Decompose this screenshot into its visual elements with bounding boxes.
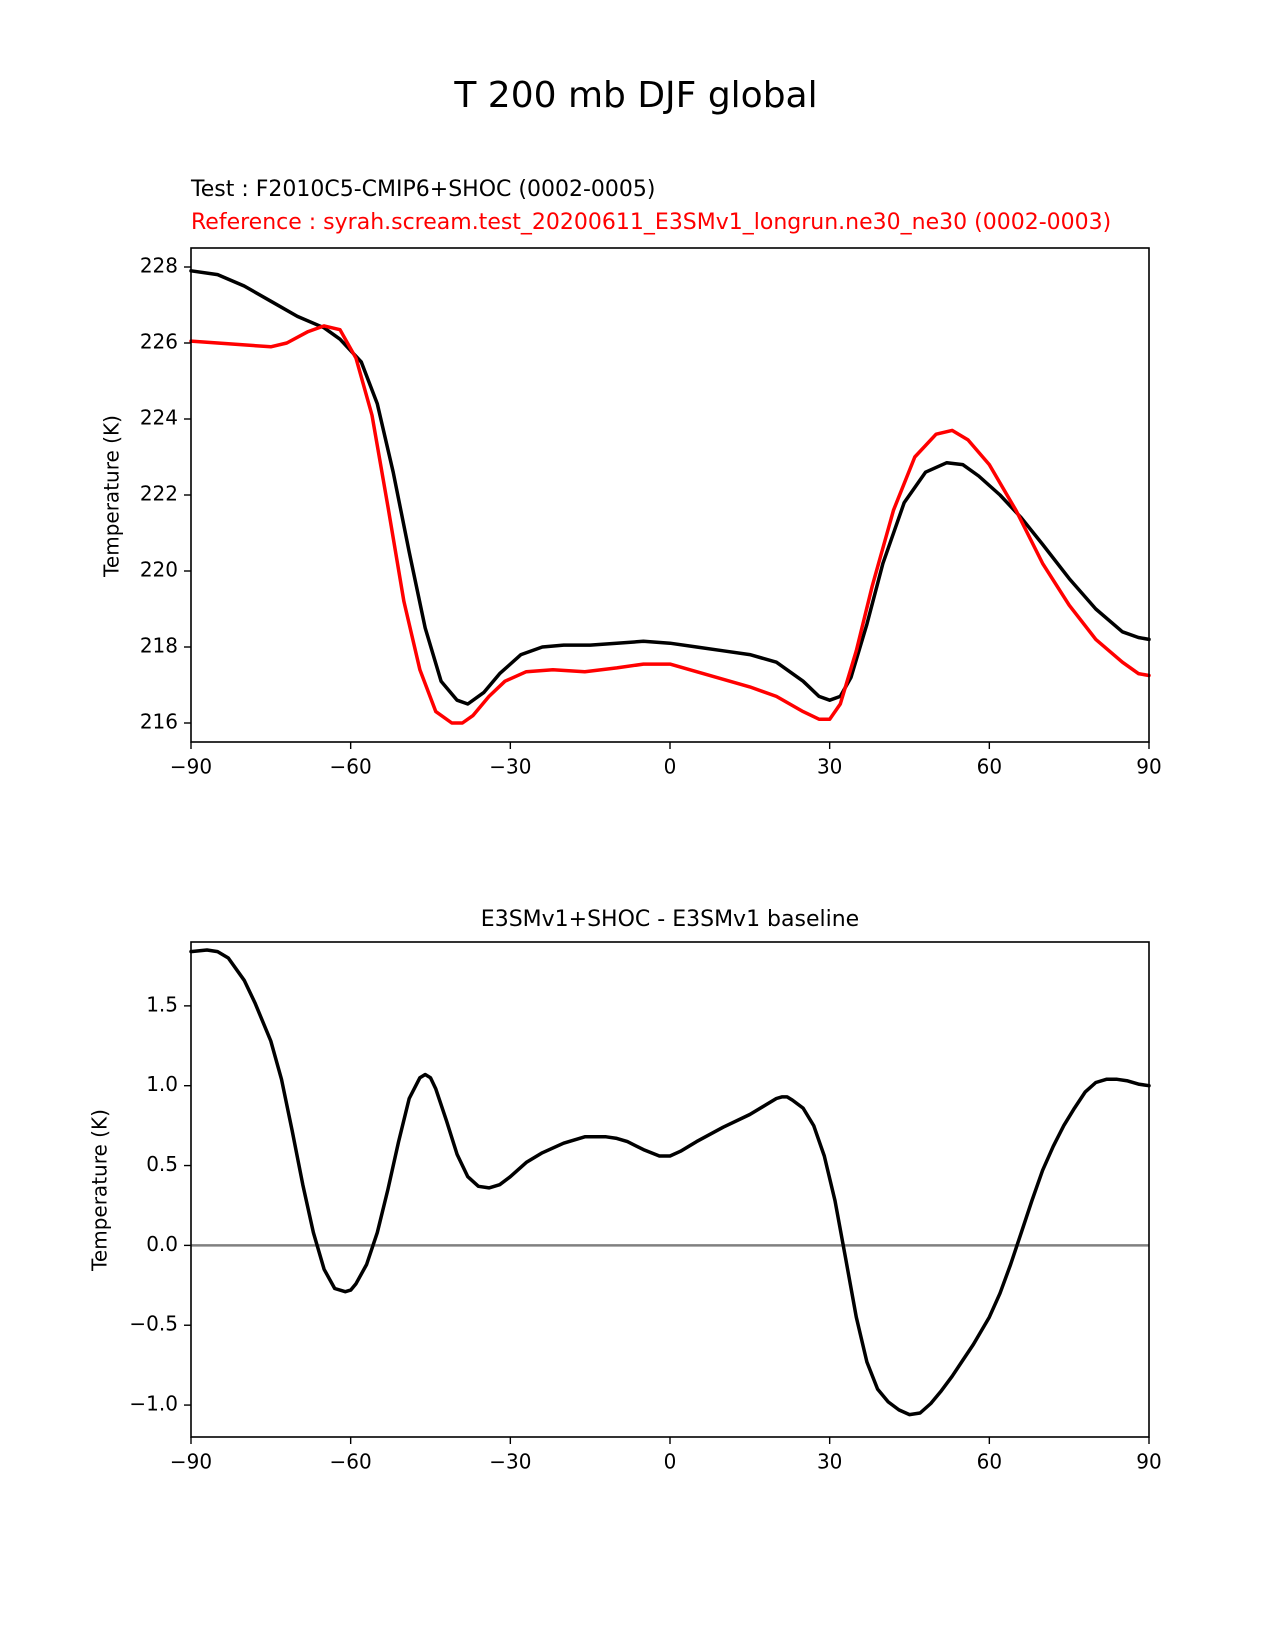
bottom-panel-title: E3SMv1+SHOC - E3SMv1 baseline [481, 907, 859, 932]
top-panel: Test : F2010C5-CMIP6+SHOC (0002-0005) Re… [100, 177, 1162, 779]
y-tick-label: 216 [140, 710, 178, 734]
x-tick-label: 60 [977, 1450, 1002, 1474]
x-tick-label: 60 [977, 755, 1002, 779]
series-line-difference [189, 948, 1151, 1417]
x-tick-label: 90 [1136, 1450, 1161, 1474]
x-tick-label: −60 [330, 1450, 372, 1474]
x-tick-label: −60 [330, 755, 372, 779]
bottom-plot-area: −90 −60 −30 0 30 60 90 −1.0 −0.5 0.0 0.5 1.0 1.5 [129, 941, 1162, 1474]
reference-label: Reference : syrah.scream.test_20200611_E… [191, 210, 1111, 235]
test-label: Test : F2010C5-CMIP6+SHOC (0002-0005) [190, 177, 655, 202]
bottom-panel: E3SMv1+SHOC - E3SMv1 baseline −90 −60 −30 0… [88, 907, 1162, 1474]
y-tick-label: 228 [140, 254, 178, 278]
bottom-y-axis-label: Temperature (K) [88, 1109, 112, 1272]
figure-title: T 200 mb DJF global [453, 75, 817, 116]
x-tick-label: 30 [817, 1450, 842, 1474]
x-tick-label: −90 [170, 755, 212, 779]
top-plot-area: −90 −60 −30 0 30 60 90 216 218 220 222 224 226 228 [140, 247, 1162, 779]
x-tick-label: −30 [489, 1450, 531, 1474]
series-line-test [189, 269, 1151, 706]
y-tick-label: 0.0 [146, 1232, 178, 1256]
y-tick-label: 1.5 [146, 992, 178, 1016]
y-tick-label: −0.5 [129, 1312, 178, 1336]
y-tick-label: 218 [140, 634, 178, 658]
y-tick-label: 1.0 [146, 1072, 178, 1096]
x-tick-label: 90 [1136, 755, 1161, 779]
y-tick-label: 220 [140, 558, 178, 582]
series-line-reference [189, 324, 1151, 725]
y-tick-label: 0.5 [146, 1152, 178, 1176]
y-tick-label: 222 [140, 482, 178, 506]
x-tick-label: 0 [664, 755, 677, 779]
x-tick-label: −30 [489, 755, 531, 779]
x-tick-label: −90 [170, 1450, 212, 1474]
y-tick-label: 226 [140, 330, 178, 354]
y-tick-label: −1.0 [129, 1392, 178, 1416]
top-y-axis-label: Temperature (K) [100, 415, 124, 578]
x-tick-label: 30 [817, 755, 842, 779]
x-tick-label: 0 [664, 1450, 677, 1474]
y-tick-label: 224 [140, 406, 178, 430]
plot-frame-bottom [190, 941, 1150, 1438]
